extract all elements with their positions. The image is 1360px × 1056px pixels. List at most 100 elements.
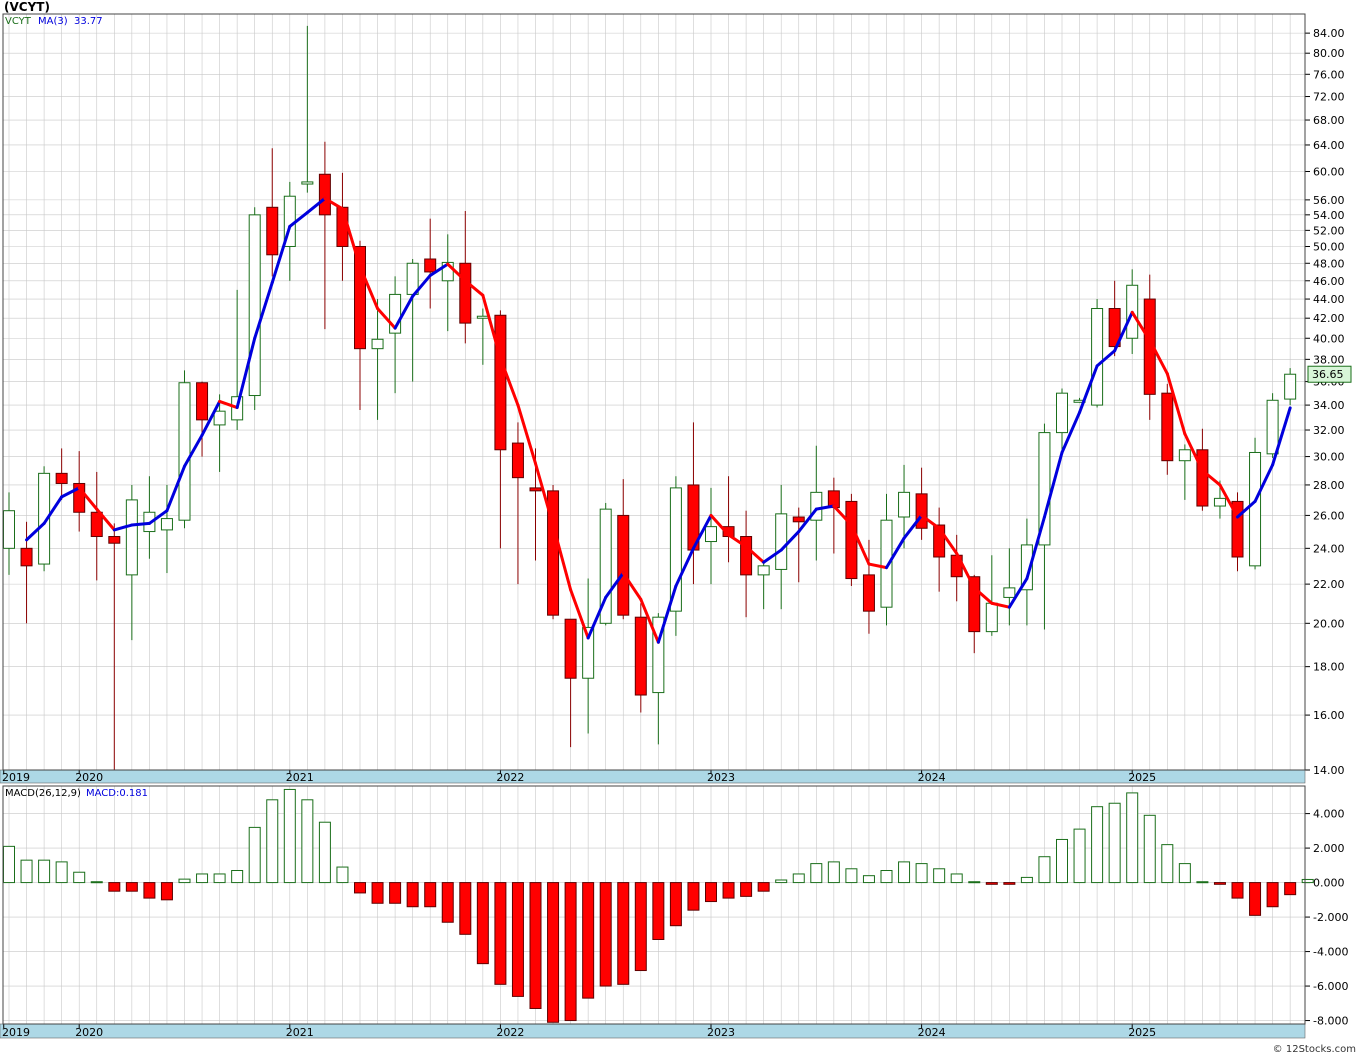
macd-bar [775, 879, 788, 884]
candle [1178, 444, 1191, 500]
ma-segment [77, 486, 99, 511]
macd-bar [125, 882, 138, 892]
macd-bar [55, 861, 68, 884]
candle-body [862, 574, 875, 612]
macd-tick-label: 0.000 [1313, 877, 1345, 890]
ma-segment [305, 196, 327, 215]
macd-time-axis: 2019 2020 2021 2022 2023 2024 2025 [0, 1023, 1306, 1039]
price-tick-label: 28.00 [1313, 479, 1345, 492]
candle-body [1056, 392, 1068, 434]
candle [389, 276, 402, 394]
candle [933, 507, 946, 592]
candle-body [196, 382, 209, 421]
candle-body [634, 616, 647, 696]
macd-bar [1301, 878, 1314, 884]
candle [792, 507, 805, 583]
price-tick-label: 16.00 [1313, 709, 1345, 722]
price-tick-label: 72.00 [1313, 91, 1345, 104]
candle [1161, 383, 1174, 475]
candle [705, 487, 717, 585]
candle [1266, 393, 1279, 458]
candle [160, 484, 173, 574]
ma-segment [1271, 406, 1292, 467]
candle-body [441, 261, 454, 282]
candle-body [792, 516, 805, 523]
candle [441, 234, 454, 332]
macd-bar [1196, 881, 1209, 884]
macd-bar [1266, 882, 1279, 908]
ma-segment [727, 533, 748, 549]
macd-bar [529, 882, 542, 1009]
candle-body [494, 314, 507, 451]
macd-bar [950, 873, 963, 884]
candle-body [318, 173, 331, 216]
macd-bar [617, 882, 630, 985]
candle-body [424, 258, 437, 273]
macd-bar [582, 882, 595, 999]
price-tick-label: 20.00 [1313, 617, 1345, 630]
macd-bar [705, 882, 717, 903]
candle [1108, 280, 1121, 357]
year-label: 2022 [496, 771, 524, 784]
ma-segment [200, 399, 222, 437]
candle-body [213, 410, 226, 426]
ma-segment [1078, 364, 1099, 414]
candle-body [1143, 298, 1156, 395]
ma-segment [42, 495, 64, 525]
candle-body [740, 536, 753, 576]
price-y-axis: 14.00 16.00 18.00 20.00 22.00 24.00 26.00 28.00… [1305, 27, 1345, 777]
ma-segment [1148, 338, 1169, 376]
macd-bar [634, 882, 647, 972]
candle [143, 476, 156, 559]
macd-legend-value: MACD:0.181 [86, 788, 148, 799]
macd-tick-label: -8.000 [1313, 1015, 1348, 1028]
macd-bar [792, 873, 805, 884]
candle-body [1178, 449, 1191, 462]
candle-body [178, 382, 191, 521]
macd-bar [862, 875, 875, 884]
ma-segment [656, 584, 678, 644]
ma-segment [446, 262, 467, 283]
ma-segment [95, 507, 116, 532]
macd-panel-frame [2, 785, 1306, 1025]
candlestick-series [3, 25, 1297, 773]
candle [915, 467, 928, 540]
candle [775, 484, 788, 610]
price-tick-label: 60.00 [1313, 166, 1345, 179]
candle [213, 394, 226, 472]
macd-bar [1003, 882, 1016, 885]
candle [424, 218, 437, 309]
candle-body [915, 493, 928, 529]
candle [547, 484, 560, 620]
macd-bar [1213, 882, 1226, 885]
year-label: 2023 [707, 771, 735, 784]
ma-segment [393, 294, 415, 330]
ma-segment [253, 281, 274, 340]
year-label: 2022 [496, 1026, 524, 1039]
ma-segment [832, 504, 853, 527]
candle-body [371, 338, 384, 350]
candle [301, 25, 314, 193]
time-axis-band [0, 769, 1306, 784]
macd-bar [389, 882, 402, 904]
price-legend-ma-value: 33.77 [74, 16, 103, 27]
candle-body [38, 472, 51, 565]
candle [722, 476, 735, 563]
ma-segment [762, 548, 783, 564]
candle [125, 484, 138, 641]
candle-body [459, 262, 472, 324]
price-tick-label: 14.00 [1313, 764, 1345, 777]
ma-segment [323, 196, 344, 211]
macd-bar [1143, 814, 1156, 884]
candle [178, 370, 191, 529]
ma-segment [1165, 372, 1187, 436]
ma-segment [463, 279, 485, 297]
macd-bar [1126, 792, 1139, 884]
brand-watermark: © 12Stocks.com [1272, 1044, 1356, 1055]
year-label: 2020 [75, 771, 103, 784]
candle-body [301, 181, 314, 185]
candle [1038, 423, 1051, 630]
candle-body [1108, 308, 1121, 348]
ma-segment [498, 356, 520, 407]
macd-bar [968, 881, 981, 884]
